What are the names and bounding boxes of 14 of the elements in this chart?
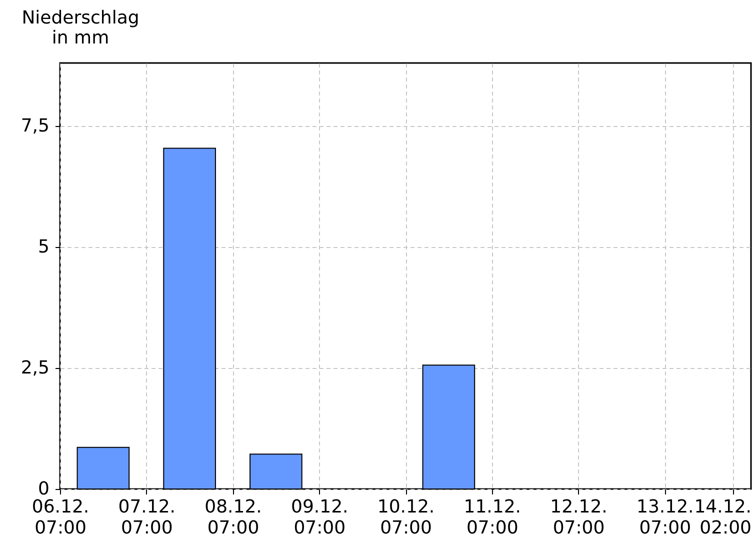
y-axis-title: Niederschlag in mm (22, 8, 140, 48)
x-tick-label: 13.12. 07:00 (636, 496, 694, 538)
y-tick-label: 5 (38, 236, 50, 258)
x-tick-label: 07.12. 07:00 (118, 496, 176, 538)
x-tick-label: 14.12. 02:00 (694, 496, 752, 538)
x-tick-label: 12.12. 07:00 (550, 496, 608, 538)
x-tick-label: 09.12. 07:00 (290, 496, 348, 538)
y-tick-label: 2,5 (20, 357, 50, 378)
y-tick-label: 0 (38, 478, 50, 500)
x-tick-label: 08.12. 07:00 (204, 496, 262, 538)
x-tick-label: 10.12. 07:00 (377, 496, 435, 538)
x-tick-label: 11.12. 07:00 (464, 496, 522, 538)
x-tick-label: 06.12. 07:00 (32, 496, 90, 538)
y-tick-label: 7,5 (20, 115, 50, 136)
